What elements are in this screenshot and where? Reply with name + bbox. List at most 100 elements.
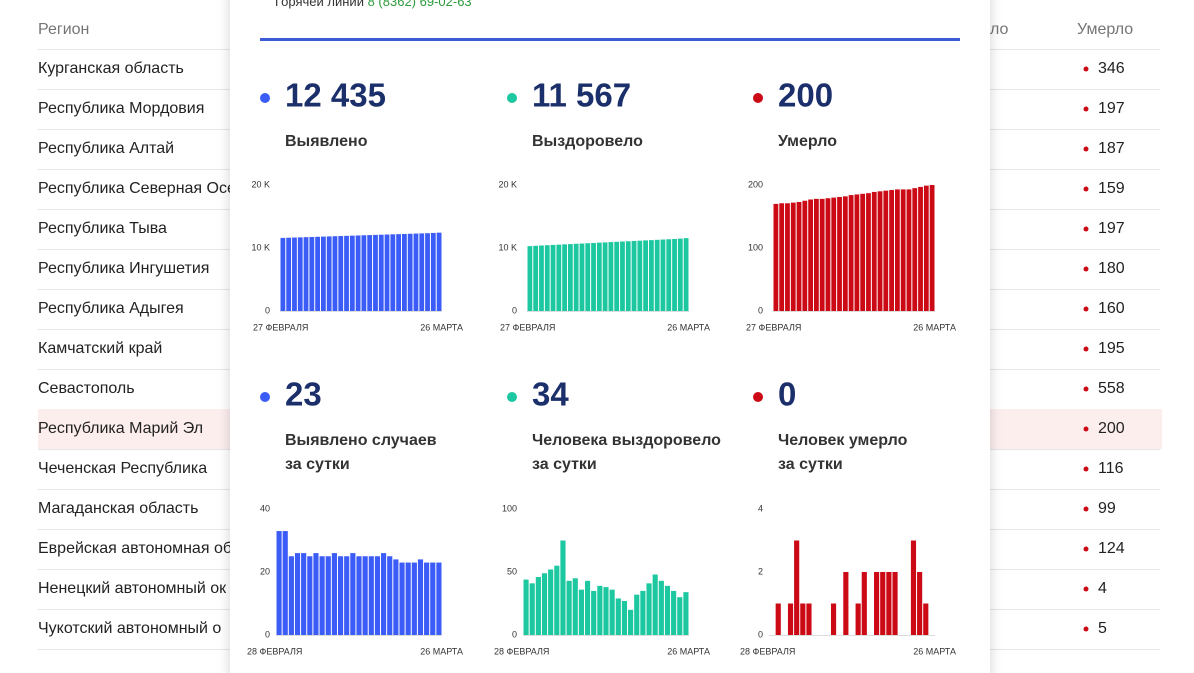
bar — [338, 236, 344, 311]
bar — [297, 237, 303, 311]
bar — [800, 603, 806, 635]
y-tick-label: 20 K — [251, 179, 270, 189]
deaths-value: 99 — [1098, 500, 1116, 517]
bar — [417, 559, 424, 635]
bar — [625, 241, 631, 311]
bar — [860, 193, 866, 311]
bar — [350, 553, 356, 635]
bar — [608, 242, 614, 311]
bar — [787, 603, 794, 635]
region-name: Республика Мордовия — [38, 100, 204, 117]
bar — [880, 572, 886, 635]
bar — [621, 600, 628, 635]
deaths-value: 116 — [1098, 460, 1124, 477]
bar — [790, 202, 796, 311]
bar — [918, 186, 923, 311]
bar — [848, 195, 854, 311]
bar — [331, 553, 337, 635]
stat-value: 11 567 — [532, 77, 631, 114]
region-name: Магаданская область — [38, 500, 198, 517]
stat-dot — [507, 93, 517, 103]
bar — [368, 556, 374, 635]
deaths-value: 124 — [1098, 540, 1125, 557]
bar — [578, 589, 584, 635]
bar — [830, 603, 837, 635]
bar — [825, 198, 831, 311]
stat-label: Выявлено случаев — [285, 432, 437, 449]
hotline-phone[interactable]: 8 (8362) 69-02-63 — [368, 0, 472, 9]
bar — [654, 239, 660, 311]
bar — [556, 244, 562, 311]
bar — [430, 562, 436, 635]
bar — [773, 203, 779, 311]
x-tick-label: 26 МАРТА — [667, 646, 710, 656]
bar — [321, 236, 326, 311]
stat-label: за сутки — [532, 456, 597, 473]
stat-value: 23 — [285, 376, 322, 413]
bar — [658, 580, 664, 635]
bar — [886, 572, 892, 635]
deaths-value: 197 — [1098, 220, 1125, 237]
bar — [643, 240, 648, 311]
bar — [527, 246, 533, 311]
y-tick-label: 200 — [748, 179, 763, 189]
stat-label: Выздоровело — [532, 133, 643, 150]
region-name: Чеченская Республика — [38, 460, 207, 477]
bar — [325, 556, 331, 635]
bar — [660, 239, 666, 311]
y-tick-label: 0 — [758, 629, 763, 639]
bar — [831, 197, 837, 311]
region-name: Ненецкий автономный ок — [38, 580, 227, 597]
y-tick-label: 0 — [265, 305, 270, 315]
bar — [560, 540, 566, 635]
bar — [566, 580, 572, 635]
bar — [646, 583, 652, 635]
bar — [349, 235, 355, 311]
y-tick-label: 0 — [265, 629, 270, 639]
bar — [361, 235, 367, 311]
stat-label: за сутки — [778, 456, 843, 473]
stat-dot — [260, 392, 270, 402]
stat-label: Человека выздоровело — [532, 432, 721, 449]
bar — [396, 234, 401, 311]
bar — [568, 244, 573, 311]
bar — [384, 234, 390, 311]
bar — [808, 199, 813, 311]
bar — [652, 574, 658, 635]
bar — [411, 562, 417, 635]
bar — [672, 238, 677, 311]
bar — [640, 590, 646, 635]
deaths-dot — [1083, 626, 1089, 632]
bar — [609, 589, 615, 635]
region-name: Республика Алтай — [38, 140, 174, 157]
y-tick-label: 50 — [507, 566, 517, 576]
x-tick-label: 26 МАРТА — [420, 322, 463, 332]
stat-value: 34 — [532, 376, 569, 413]
x-tick-label: 27 ФЕВРАЛЯ — [253, 322, 308, 332]
bar — [895, 189, 900, 311]
bar — [337, 556, 344, 635]
deaths-dot — [1083, 546, 1089, 552]
bar — [775, 603, 781, 635]
bar — [276, 531, 282, 635]
bar — [319, 556, 325, 635]
bar — [854, 194, 860, 311]
bar — [393, 559, 399, 635]
bar — [877, 191, 883, 311]
bar — [529, 583, 535, 635]
bar — [407, 233, 413, 311]
bar — [292, 237, 297, 311]
bar — [842, 196, 848, 311]
bar — [523, 579, 529, 635]
bar — [402, 233, 407, 311]
bar — [819, 198, 825, 311]
y-tick-label: 2 — [758, 566, 763, 576]
deaths-dot — [1083, 146, 1089, 152]
bar — [355, 235, 361, 311]
header-partial: ло — [990, 21, 1009, 38]
deaths-value: 346 — [1098, 60, 1125, 77]
bar — [917, 572, 923, 635]
x-tick-label: 27 ФЕВРАЛЯ — [500, 322, 555, 332]
